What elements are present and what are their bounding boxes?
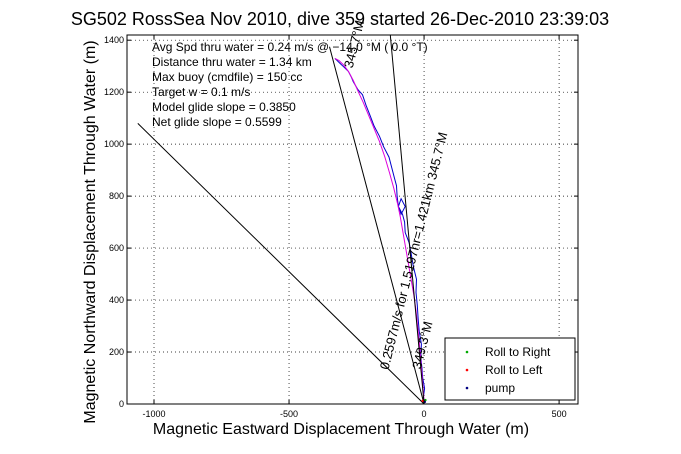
legend-label: Roll to Right <box>485 345 551 359</box>
stats-line: Avg Spd thru water = 0.24 m/s @ −14.0 °M… <box>152 40 428 54</box>
tick-layer: -1000 -500 0 500 0 200 400 600 800 1000 1200 1400 <box>104 35 578 419</box>
data-layer <box>137 34 427 405</box>
stats-line: Max buoy (cmdfile) = 150 cc <box>152 70 302 84</box>
stats-block: Avg Spd thru water = 0.24 m/s @ −14.0 °M… <box>152 40 428 129</box>
legend-marker <box>465 386 469 390</box>
series-line-3 <box>137 123 425 405</box>
series-line-2 <box>329 46 425 405</box>
y-tick-label: 200 <box>109 347 124 357</box>
legend-marker <box>465 368 469 372</box>
y-axis-label: Magnetic Northward Displacement Through … <box>82 40 99 423</box>
y-tick-label: 800 <box>109 191 124 201</box>
stats-line: Distance thru water = 1.34 km <box>152 55 312 69</box>
stats-line: Target w = 0.1 m/s <box>152 85 250 99</box>
y-tick-label: 0 <box>119 399 124 409</box>
grid <box>127 35 578 405</box>
series-line-1 <box>334 57 425 403</box>
x-tick-label: 500 <box>552 409 567 419</box>
data-marker <box>424 398 427 402</box>
series-line-4 <box>389 34 425 405</box>
legend-label: pump <box>485 381 515 395</box>
stats-line: Model glide slope = 0.3850 <box>152 100 296 114</box>
chart-title: SG502 RossSea Nov 2010, dive 359 started… <box>71 9 609 29</box>
x-tick-label: 0 <box>422 409 427 419</box>
y-tick-label: 1400 <box>104 35 124 45</box>
y-tick-label: 1000 <box>104 139 124 149</box>
x-tick-label: -500 <box>280 409 298 419</box>
legend-label: Roll to Left <box>485 363 543 377</box>
legend-marker <box>465 350 469 354</box>
stats-line: Net glide slope = 0.5599 <box>152 115 282 129</box>
y-tick-label: 600 <box>109 243 124 253</box>
legend: Roll to Right Roll to Left pump <box>444 337 576 401</box>
axes-frame <box>126 34 579 405</box>
x-tick-label: -1000 <box>142 409 165 419</box>
y-tick-label: 400 <box>109 295 124 305</box>
data-marker <box>421 399 424 403</box>
y-tick-label: 1200 <box>104 87 124 97</box>
x-axis-label: Magnetic Eastward Displacement Through W… <box>153 421 529 438</box>
annotation-2: 349.3°M <box>409 320 435 371</box>
